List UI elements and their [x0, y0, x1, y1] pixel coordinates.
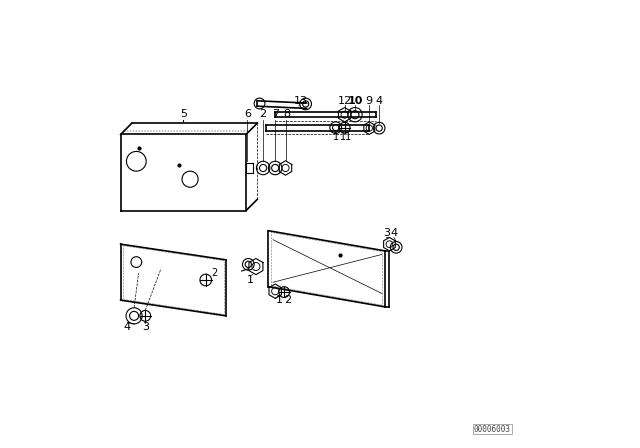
Text: 1: 1	[333, 132, 339, 142]
Text: 4: 4	[124, 322, 131, 332]
Text: 13: 13	[294, 96, 308, 106]
Text: 2: 2	[260, 109, 267, 119]
Text: 2: 2	[212, 268, 218, 278]
Text: 1: 1	[247, 275, 254, 285]
Text: 00006003: 00006003	[474, 425, 511, 434]
Text: 3: 3	[383, 228, 390, 238]
Text: 4: 4	[390, 228, 397, 238]
Text: 3: 3	[142, 322, 148, 332]
Text: 8: 8	[283, 109, 290, 119]
Text: 5: 5	[180, 109, 187, 119]
Text: 7: 7	[271, 109, 279, 119]
Text: 2: 2	[284, 295, 291, 305]
Text: 6: 6	[244, 109, 251, 119]
Text: 10: 10	[348, 96, 363, 106]
Text: 4: 4	[376, 96, 383, 106]
Text: 1: 1	[276, 295, 283, 305]
Text: 9: 9	[365, 96, 373, 106]
Text: 11: 11	[340, 132, 352, 142]
Text: 12: 12	[337, 96, 352, 106]
